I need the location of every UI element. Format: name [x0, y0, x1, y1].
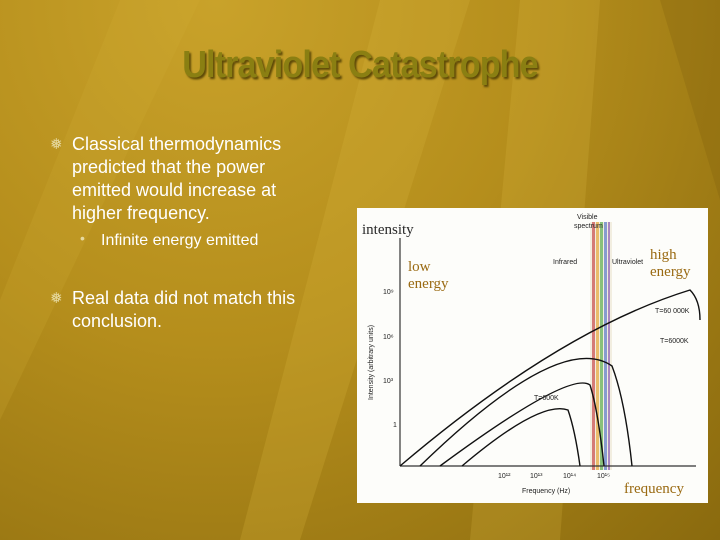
x-tick-label: 10¹³ — [530, 473, 543, 480]
band-green — [600, 222, 603, 470]
curve — [419, 357, 633, 467]
overlay-label: low energy — [408, 259, 449, 292]
band-orange — [596, 222, 599, 470]
curve — [461, 408, 581, 467]
bullet-icon: ❅ — [50, 136, 63, 153]
curve — [439, 382, 605, 467]
image-label: Infrared — [553, 259, 577, 266]
slide-title: Ultraviolet Catastrophe — [182, 44, 538, 86]
overlay-label: high energy — [650, 247, 691, 280]
y-tick-label: 1 — [393, 422, 397, 429]
x-tick-label: 10¹² — [498, 473, 511, 480]
image-label: Visible — [577, 214, 598, 221]
x-tick-label: 10¹⁴ — [563, 473, 576, 480]
bullet-icon: ❅ — [50, 290, 63, 307]
curve-label: T=60 000K — [655, 308, 690, 315]
sub-bullet: Infinite energy emitted — [101, 232, 259, 249]
curve-label: T=600K — [534, 395, 559, 402]
image-label: Ultraviolet — [612, 259, 643, 266]
y-tick-label: 10³ — [383, 378, 394, 385]
band-violet — [608, 222, 610, 470]
sub-bullet-icon: • — [80, 230, 85, 246]
x-tick-label: 10¹⁵ — [597, 473, 610, 480]
band-blue — [604, 222, 607, 470]
x-axis-label: Frequency (Hz) — [522, 488, 570, 495]
bullet: Classical thermodynamics predicted that … — [72, 134, 282, 223]
y-tick-label: 10⁶ — [383, 334, 394, 341]
y-tick-label: 10⁹ — [383, 289, 394, 296]
band-red — [592, 222, 595, 470]
image-label: spectrum — [574, 223, 603, 230]
curve — [399, 289, 701, 467]
overlay-label: intensity — [362, 222, 414, 238]
bullet: Real data did not match this conclusion. — [72, 288, 296, 331]
curve-label: T=6000K — [660, 338, 689, 345]
overlay-label: frequency — [624, 481, 684, 497]
y-axis-label: Intensity (arbitrary units) — [368, 325, 375, 400]
